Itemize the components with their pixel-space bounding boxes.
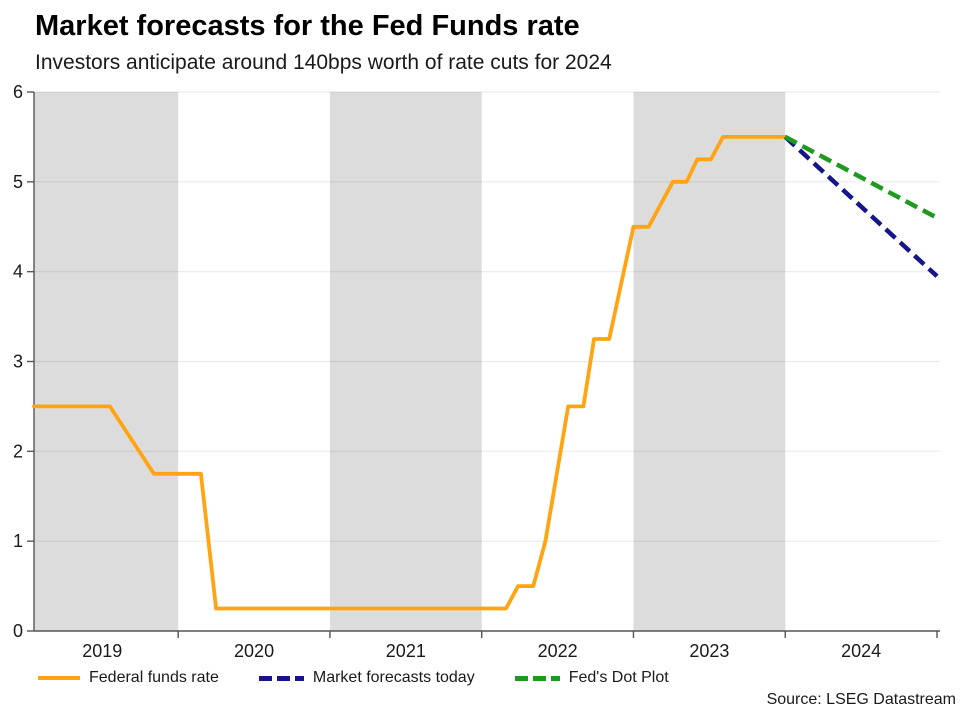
x-tick-label-2024: 2024 bbox=[841, 641, 881, 661]
federal-funds-rate-line-swatch bbox=[38, 676, 80, 680]
series-line-1-market-forecasts-today bbox=[783, 135, 939, 278]
year-shading-band-2 bbox=[633, 92, 786, 631]
y-tick-label-4: 4 bbox=[13, 262, 23, 282]
market-forecasts-line-swatch bbox=[258, 675, 304, 681]
series-line-2-fed-s-dot-plot bbox=[784, 134, 939, 220]
x-tick-label-2019: 2019 bbox=[82, 641, 122, 661]
legend-label-federal-funds-rate: Federal funds rate bbox=[89, 669, 219, 686]
x-tick-label-2023: 2023 bbox=[689, 641, 729, 661]
dot-plot-line-swatch bbox=[514, 675, 560, 681]
chart-title: Market forecasts for the Fed Funds rate bbox=[35, 10, 580, 42]
legend-label-dot-plot: Fed's Dot Plot bbox=[568, 669, 669, 686]
legend-item-federal-funds-rate: Federal funds rate bbox=[38, 669, 219, 687]
legend-item-market-forecasts: Market forecasts today bbox=[258, 669, 475, 687]
y-tick-label-1: 1 bbox=[13, 531, 23, 551]
x-tick-label-2022: 2022 bbox=[538, 641, 578, 661]
source-note: Source: LSEG Datastream bbox=[766, 691, 956, 708]
year-shading-band-1 bbox=[329, 92, 482, 631]
chart-subtitle: Investors anticipate around 140bps worth… bbox=[35, 51, 612, 74]
x-tick-label-2021: 2021 bbox=[386, 641, 426, 661]
x-tick-label-2020: 2020 bbox=[234, 641, 274, 661]
series-line-0-federal-funds-rate bbox=[32, 135, 788, 611]
y-tick-label-3: 3 bbox=[13, 352, 23, 372]
y-tick-label-5: 5 bbox=[13, 172, 23, 192]
legend-item-dot-plot: Fed's Dot Plot bbox=[514, 669, 669, 687]
legend-label-market-forecasts: Market forecasts today bbox=[312, 669, 475, 686]
y-tick-label-6: 6 bbox=[13, 82, 23, 102]
year-shading-band-0 bbox=[34, 92, 179, 631]
y-tick-label-0: 0 bbox=[13, 621, 23, 641]
y-tick-label-2: 2 bbox=[13, 441, 23, 461]
legend: Federal funds rate Market forecasts toda… bbox=[38, 669, 669, 687]
